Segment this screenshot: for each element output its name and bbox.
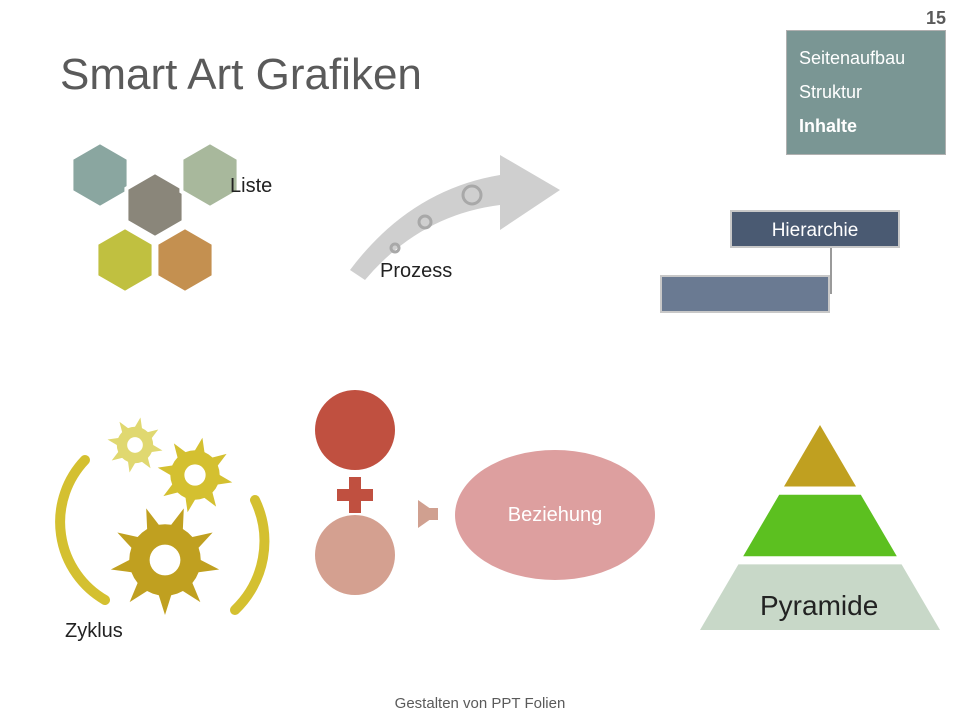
footer-text: Gestalten von PPT Folien (0, 695, 960, 712)
pyramide-label: Pyramide (760, 590, 878, 622)
